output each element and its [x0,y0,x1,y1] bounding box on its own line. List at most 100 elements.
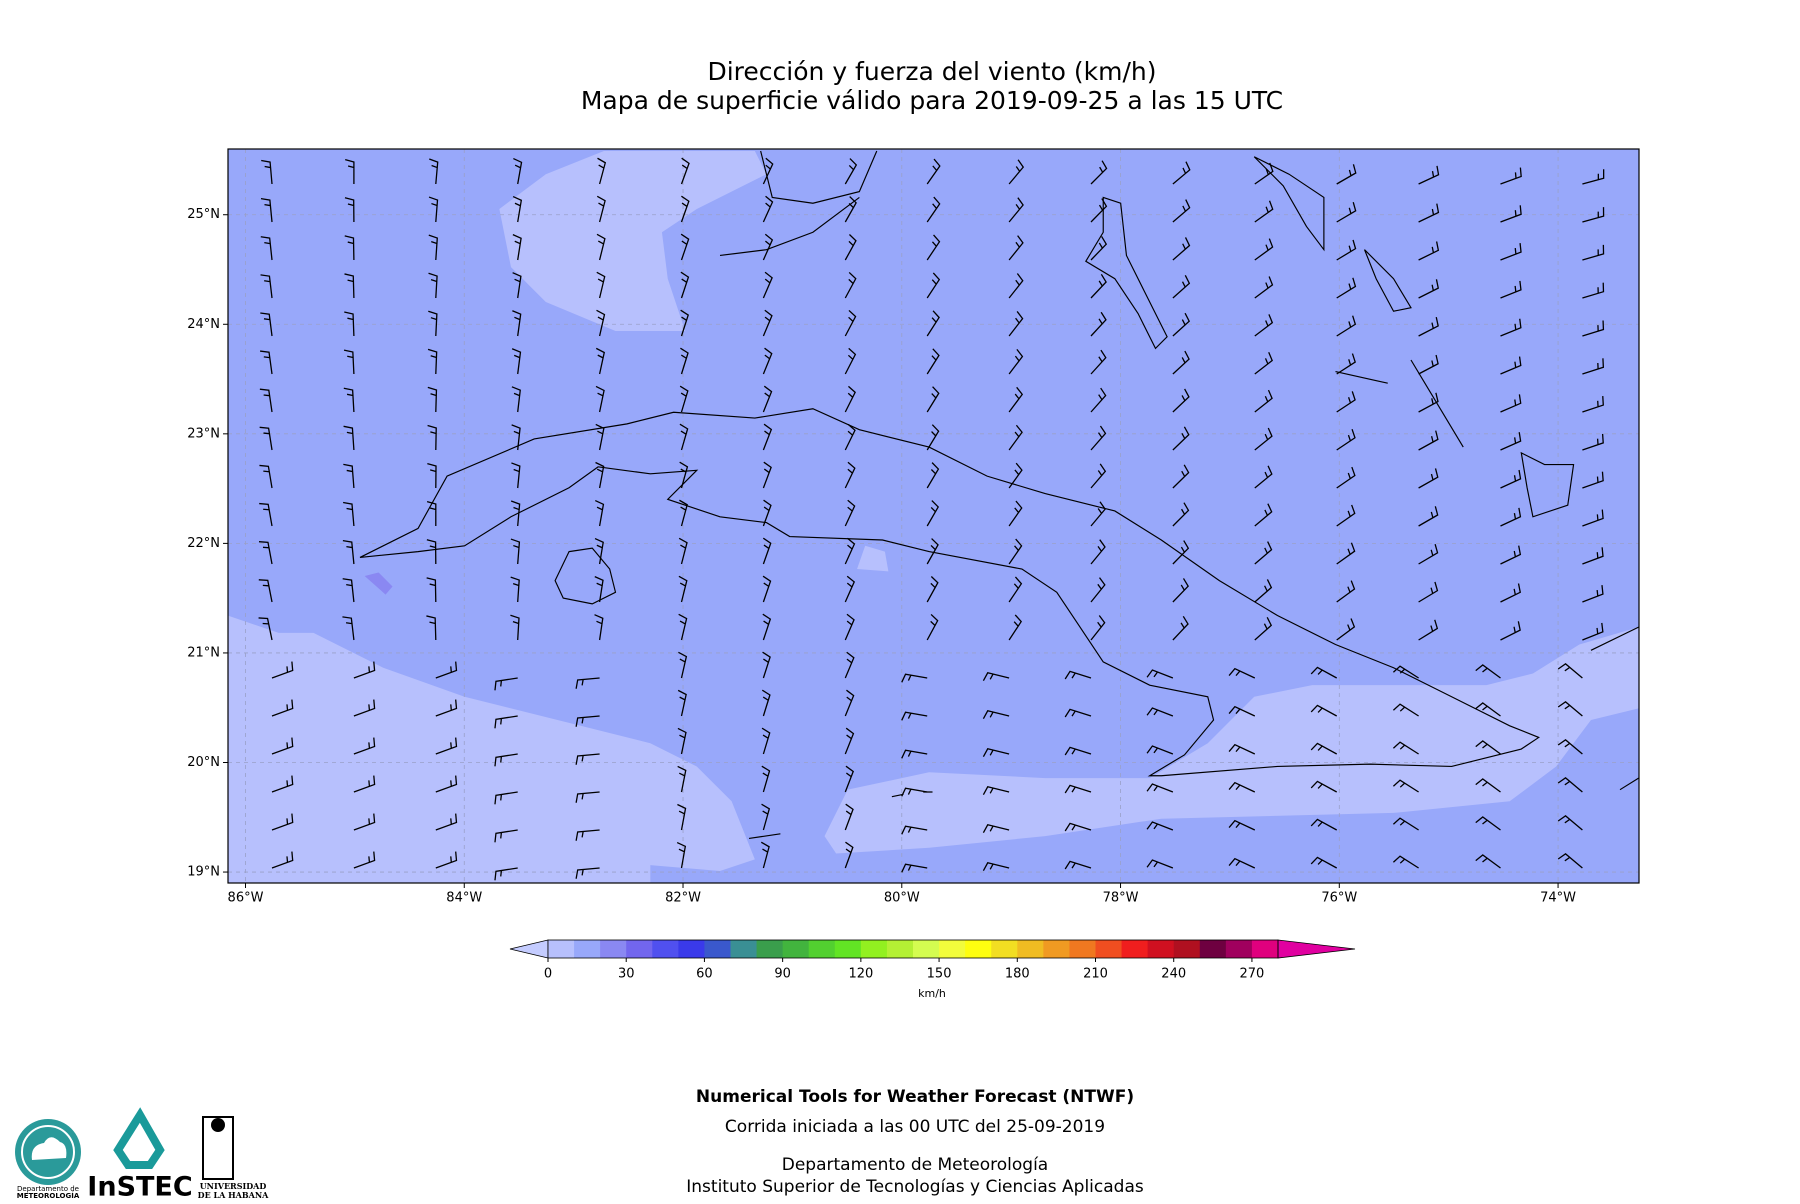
grid [228,149,1639,883]
wind-barb [678,613,688,641]
wind-barb [353,699,376,717]
colorbar-segment [678,940,705,958]
wind-barb [1336,353,1356,375]
wind-barb [1008,614,1023,641]
wind-barb [901,711,928,721]
wind-barb [926,462,940,489]
x-tick-label: 86°W [228,891,264,906]
wind-barb [926,158,941,185]
wind-barb [677,727,687,755]
wind-barb [844,234,857,261]
colorbar-segment [782,940,810,958]
wind-barbs [258,157,1605,881]
y-tick-label: 19°N [187,865,220,880]
wind-barb [678,575,688,603]
wind-barb [1008,424,1023,451]
wind-barb [901,825,928,835]
wind-barb [342,616,355,641]
colorbar-segment [1121,940,1149,958]
wind-barb [260,350,273,375]
logo-text: Departamento de [17,1185,79,1193]
wind-barb [1475,854,1501,869]
wind-barb [435,699,458,717]
wind-barb [1582,169,1605,185]
wind-barb [1392,665,1419,679]
y-tick-label: 24°N [187,317,220,332]
wind-barb [1582,585,1604,603]
wind-barb [1336,391,1356,413]
map-frame [227,148,1640,884]
wind-barb [435,851,458,869]
wind-barb [271,737,294,755]
wind-barb [1008,273,1024,299]
wind-barb [844,309,857,337]
wind-barb [1090,160,1108,185]
colorbar-tick-label: 120 [848,967,873,982]
wind-barb [344,311,355,337]
wind-barb [680,157,690,185]
wind-barb [1500,394,1522,413]
wind-barb [494,677,518,691]
wind-barb [260,312,273,337]
wind-barb [594,614,604,641]
wind-barb [1146,707,1174,717]
wind-barb [680,233,690,261]
colorbar-tick-label: 210 [1083,967,1108,982]
colorbar-segment [1069,940,1096,958]
wind-barb [353,813,376,831]
wind-barb [760,841,770,869]
wind-barb [1090,311,1107,337]
wind-barb [1090,577,1106,603]
wind-barb [513,157,523,185]
wind-barb [762,613,772,641]
wind-barb [762,195,774,223]
wind-barb [1500,356,1522,375]
colorbar-segment [991,940,1018,958]
wind-barb [494,753,518,767]
coast-keys [719,196,860,257]
wind-barb [1008,538,1023,565]
wind-barb [901,787,928,797]
wind-barb [1146,859,1174,869]
colorbar-frame [547,939,1279,959]
wind-barb [271,813,294,831]
wind-barb [426,577,437,603]
wind-barb [429,158,439,185]
wind-barb [1392,741,1419,755]
wind-barb [762,537,772,565]
title-line: Dirección y fuerza del viento (km/h) [707,57,1156,86]
wind-barb [511,348,522,375]
wind-barb [1310,704,1338,717]
wind-barb [596,195,606,223]
wind-barb [761,765,771,793]
wind-barb [1172,161,1191,185]
wind-barb [271,699,294,717]
wind-barb [1090,198,1108,223]
y-tick-label: 22°N [187,536,220,551]
wind-barb [1064,746,1092,756]
wind-barb [1310,666,1338,679]
wind-barb [575,829,600,841]
wind-barb [1418,543,1439,565]
wind-barb [344,273,355,299]
wind-barb [1254,541,1273,565]
wind-barb [1582,509,1604,527]
wind-barb [259,464,273,489]
colorbar-tick-label: 30 [618,967,635,982]
wind-barb [762,651,771,679]
wind-barb [1254,503,1273,527]
colorbar-segment [834,940,862,958]
wind-barb [926,386,940,413]
wind-barb [844,158,858,185]
wind-barb [1336,504,1356,527]
y-tick-label: 21°N [187,645,220,660]
wind-barb [1418,468,1439,489]
wind-barb [594,537,604,565]
wind-barb [1500,318,1522,337]
wind-barb [1172,275,1191,299]
wind-barb [1336,618,1356,641]
wind-barb [1254,276,1274,299]
logo-instec: InSTEC [87,1107,193,1203]
coast-jamaica [1335,359,1464,448]
wind-barb [1228,781,1256,793]
